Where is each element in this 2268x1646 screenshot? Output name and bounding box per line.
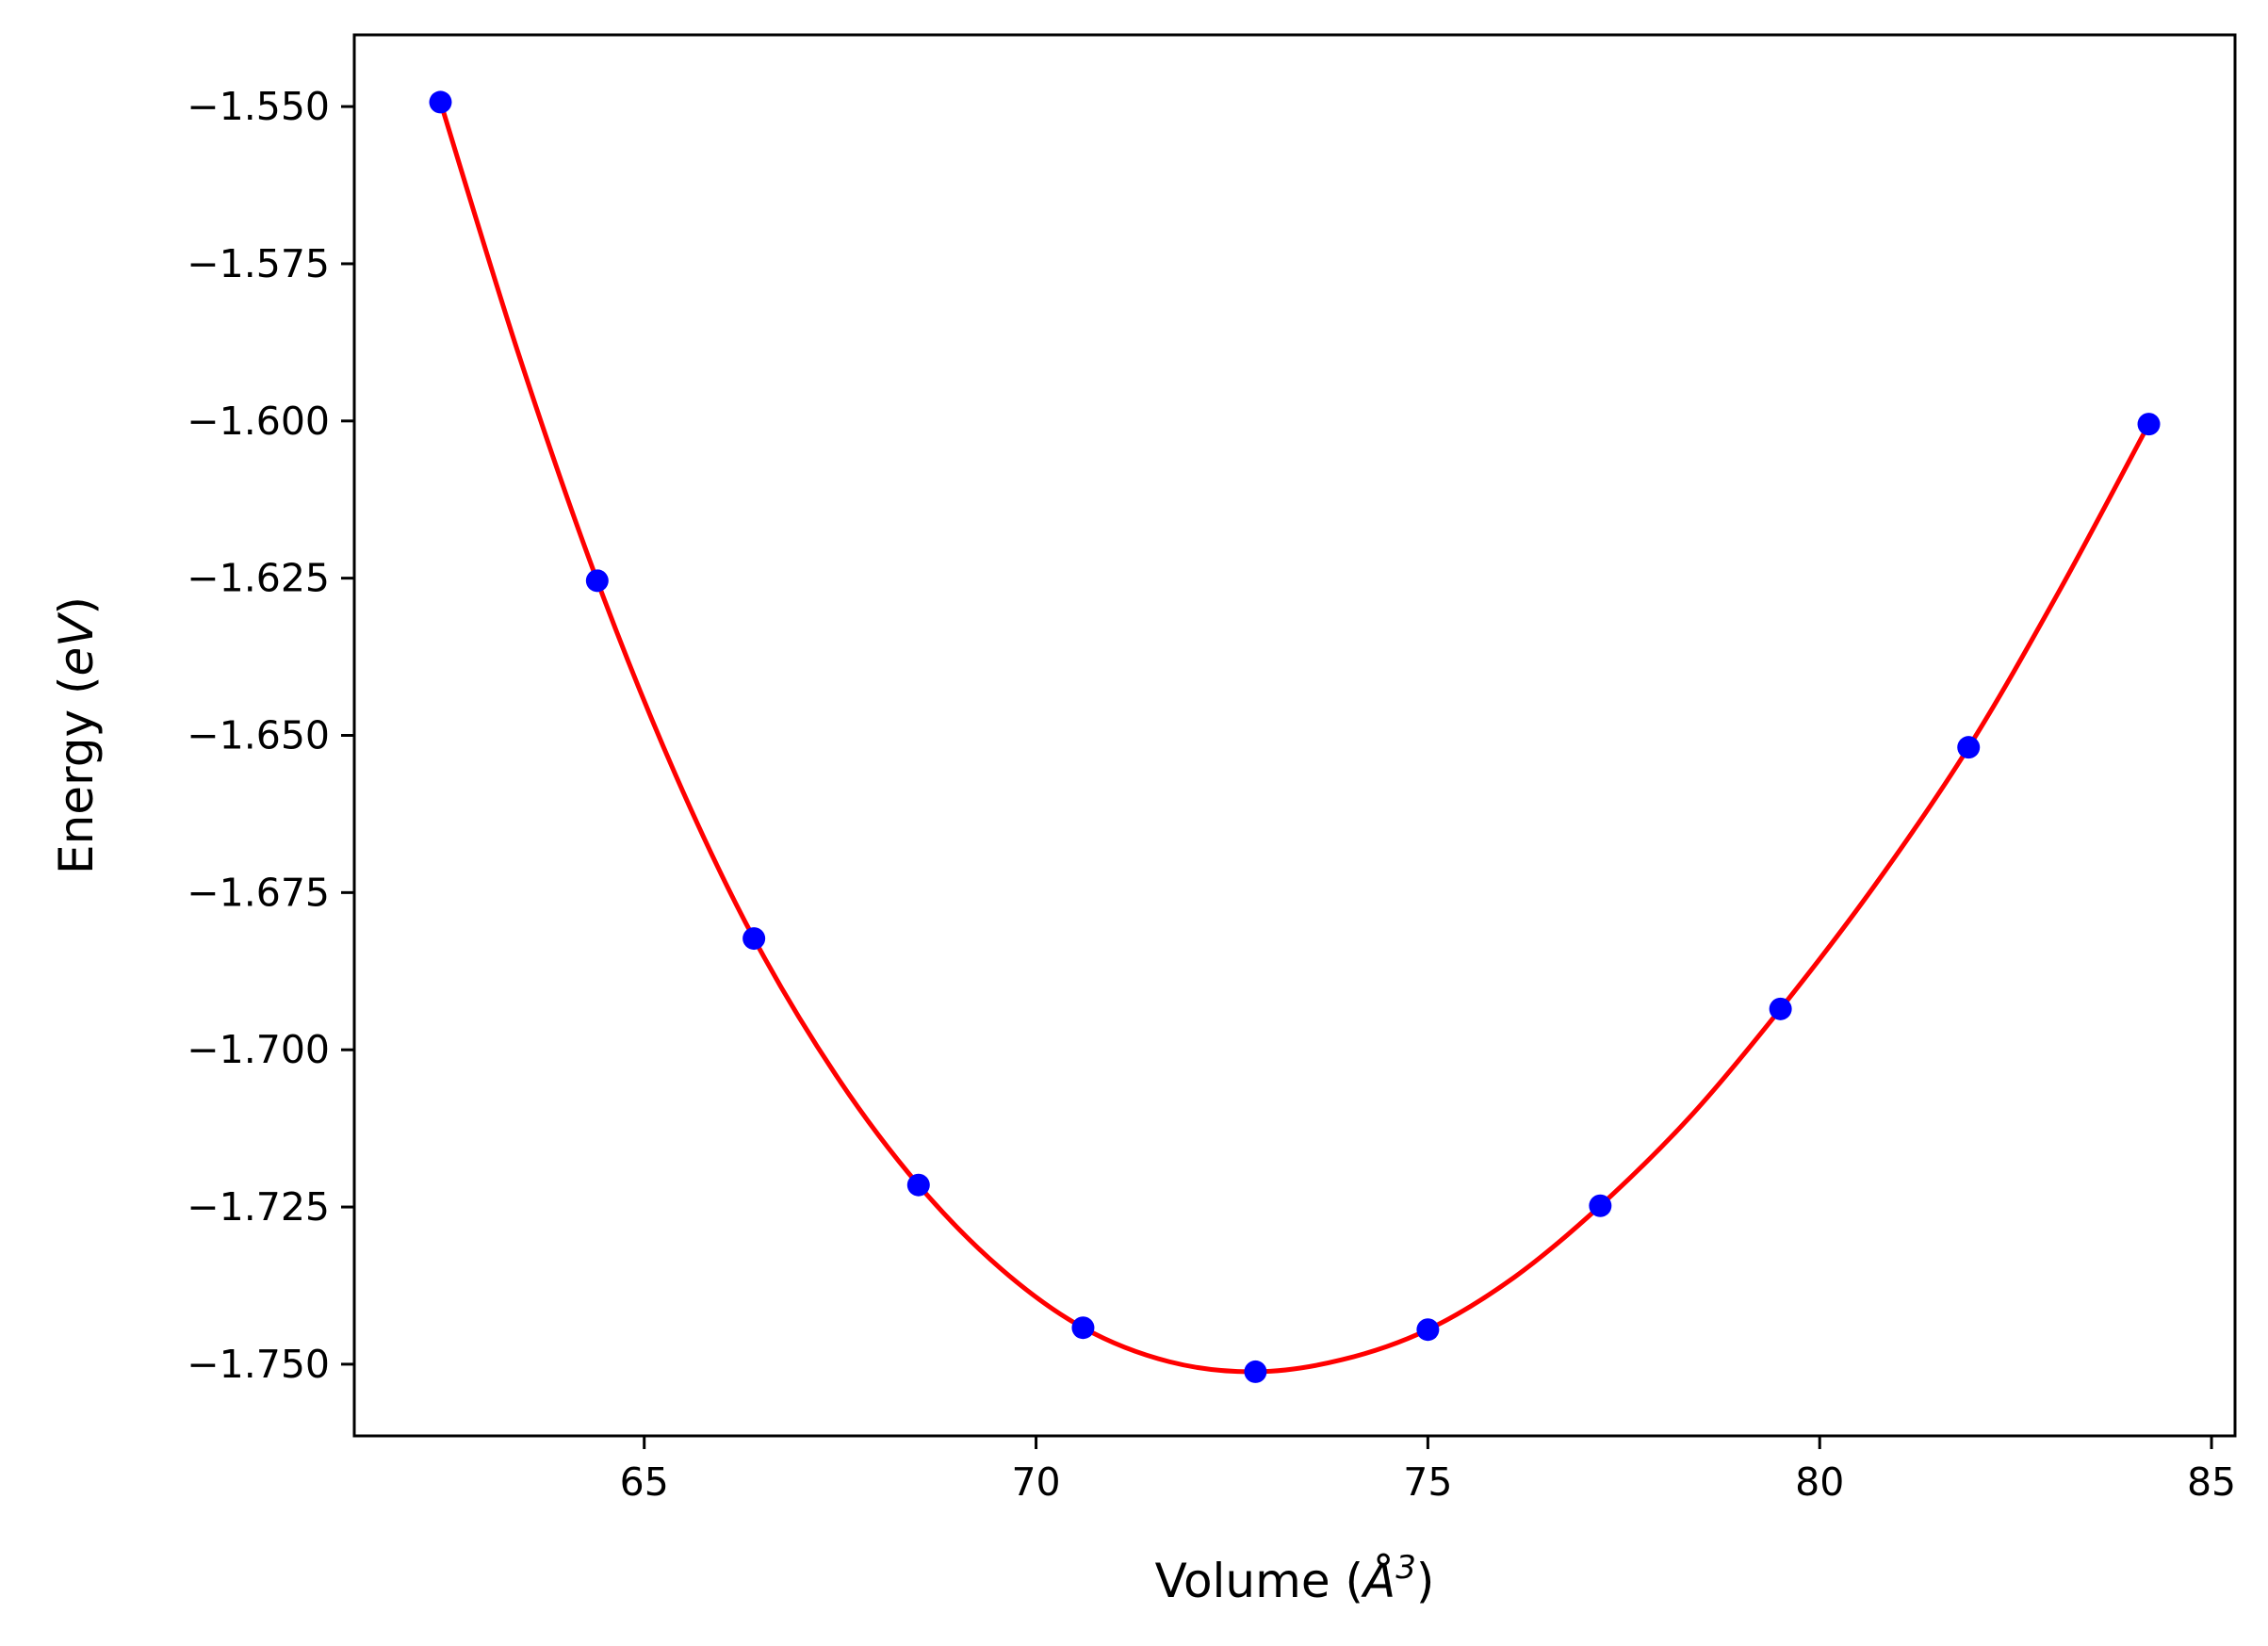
data-point bbox=[906, 1173, 930, 1197]
fit-curve bbox=[438, 101, 2151, 1375]
x-tick-label: 80 bbox=[1795, 1459, 1844, 1505]
data-point bbox=[2137, 413, 2161, 436]
y-axis-label-symbol: eV bbox=[49, 611, 104, 676]
data-point bbox=[429, 90, 452, 114]
y-tick-label: −1.575 bbox=[187, 241, 330, 286]
x-tick-label: 85 bbox=[2187, 1459, 2236, 1505]
y-tick-label: −1.725 bbox=[187, 1184, 330, 1230]
x-axis-label-suffix: ) bbox=[1416, 1554, 1435, 1608]
y-axis-ticks: −1.550 −1.575 −1.600 −1.625 −1.650 −1.675 −1.7… bbox=[187, 84, 354, 1387]
data-point bbox=[1769, 997, 1792, 1020]
x-axis-label-prefix: Volume ( bbox=[1155, 1554, 1363, 1608]
y-axis-label-suffix: ) bbox=[49, 596, 104, 615]
y-tick-label: −1.675 bbox=[187, 870, 330, 915]
plot-layer bbox=[429, 90, 2161, 1383]
y-tick-label: −1.650 bbox=[187, 713, 330, 758]
data-point bbox=[1244, 1360, 1267, 1383]
x-axis-label-superscript: 3 bbox=[1395, 1549, 1416, 1587]
data-point bbox=[585, 569, 609, 593]
x-tick-label: 65 bbox=[620, 1459, 669, 1505]
y-axis-label: Energy (eV) bbox=[49, 596, 104, 874]
y-tick-label: −1.550 bbox=[187, 84, 330, 129]
y-tick-label: −1.600 bbox=[187, 399, 330, 444]
y-axis-label-prefix: Energy ( bbox=[49, 676, 104, 874]
data-point bbox=[1416, 1318, 1440, 1342]
x-tick-label: 75 bbox=[1403, 1459, 1452, 1505]
data-point bbox=[742, 927, 766, 951]
data-point bbox=[1071, 1316, 1095, 1340]
x-axis-label-symbol: Å bbox=[1361, 1554, 1395, 1608]
data-point bbox=[1957, 736, 1981, 759]
plot-frame bbox=[352, 33, 2237, 1438]
x-axis-ticks: 65 70 75 80 85 bbox=[620, 1436, 2236, 1505]
x-axis-label: Volume (Å3) bbox=[1155, 1549, 1435, 1608]
y-tick-label: −1.750 bbox=[187, 1342, 330, 1387]
y-tick-label: −1.625 bbox=[187, 556, 330, 601]
x-tick-label: 70 bbox=[1011, 1459, 1060, 1505]
y-tick-label: −1.700 bbox=[187, 1027, 330, 1072]
data-point bbox=[1589, 1194, 1612, 1217]
